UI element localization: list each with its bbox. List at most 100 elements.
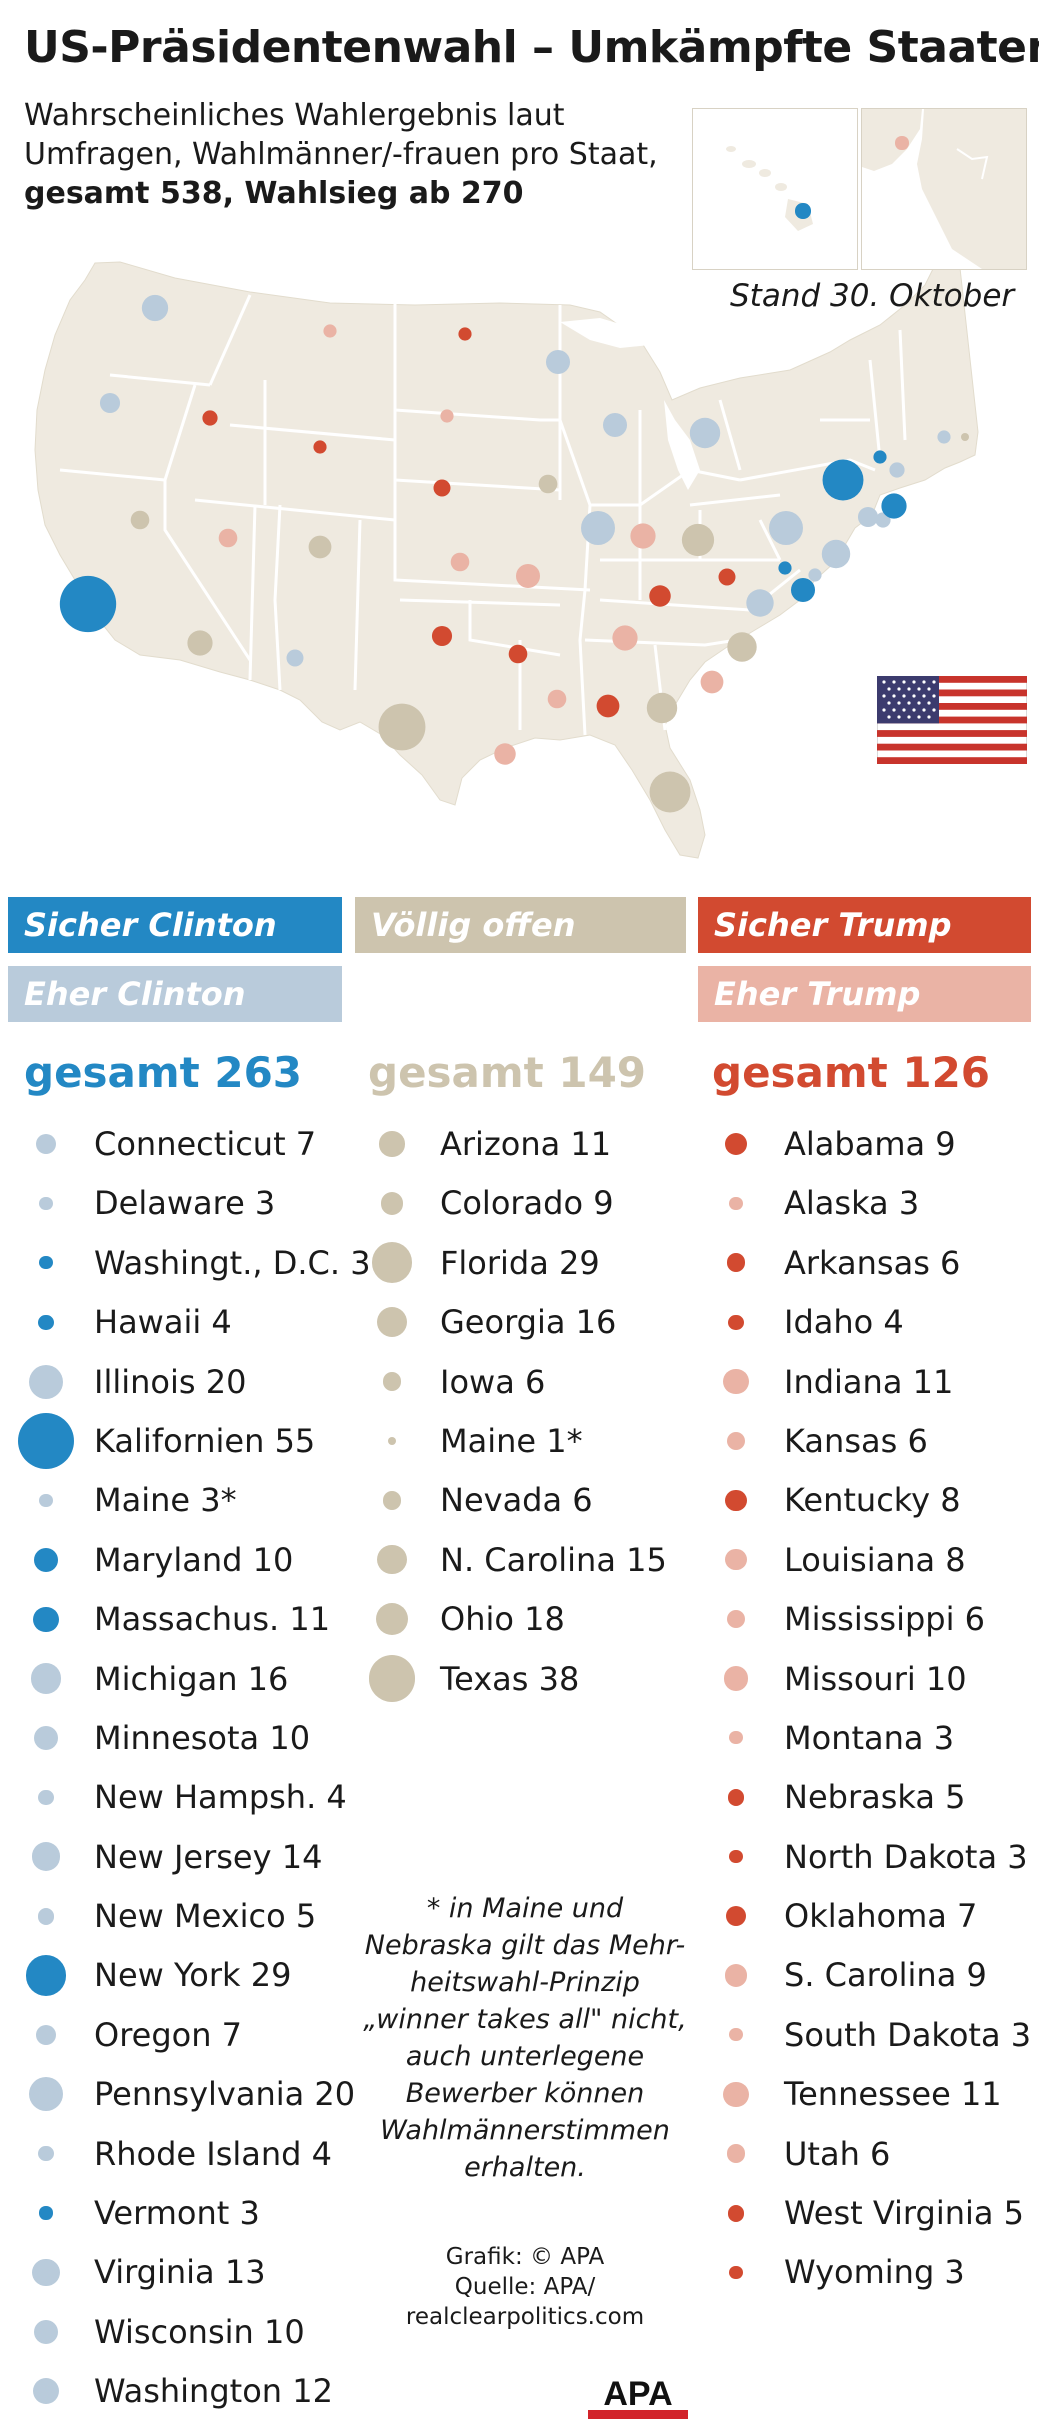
state-label: Colorado 9 xyxy=(440,1184,614,1223)
state-row: Montana 3 xyxy=(712,1710,1039,1769)
map-marker xyxy=(508,644,528,664)
state-label: Montana 3 xyxy=(784,1718,955,1757)
state-dot xyxy=(376,1306,408,1338)
state-row: Washington 12 xyxy=(22,2363,352,2422)
state-row: Michigan 16 xyxy=(22,1651,352,1710)
map-marker xyxy=(313,440,327,454)
state-row: Illinois 20 xyxy=(22,1354,352,1413)
state-dot xyxy=(29,2077,63,2112)
state-dot xyxy=(725,1548,747,1571)
state-dot xyxy=(371,1242,413,1284)
map-marker xyxy=(202,410,218,426)
state-label: New Mexico 5 xyxy=(94,1897,317,1936)
state-row: Tennessee 11 xyxy=(712,2066,1039,2125)
state-label: Maine 3* xyxy=(94,1481,237,1520)
state-label: Alabama 9 xyxy=(784,1125,956,1163)
state-dot xyxy=(39,1256,53,1270)
state-row: Louisiana 8 xyxy=(712,1532,1039,1591)
map-marker xyxy=(440,409,454,423)
map-marker xyxy=(649,771,691,813)
footnote-line: Wahlmännerstimmen xyxy=(380,2115,670,2146)
date-label: Stand 30. Oktober xyxy=(730,278,1015,314)
state-label: Arizona 11 xyxy=(440,1125,612,1163)
state-row: Minnesota 10 xyxy=(22,1710,352,1769)
map-marker xyxy=(895,136,909,150)
subtitle-line: Wahrscheinliches Wahlergebnis laut xyxy=(24,98,565,133)
state-row: Massachus. 11 xyxy=(22,1591,352,1650)
map-marker xyxy=(857,506,879,528)
map-marker xyxy=(130,510,150,530)
map-marker xyxy=(286,649,304,667)
legend-safe-trump: Sicher Trump xyxy=(698,897,1031,953)
state-label: Illinois 20 xyxy=(94,1362,247,1401)
state-dot xyxy=(729,2265,743,2279)
state-row: Ohio 18 xyxy=(368,1591,698,1650)
state-label: S. Carolina 9 xyxy=(784,1956,987,1995)
state-label: Florida 29 xyxy=(440,1243,600,1282)
map-marker xyxy=(961,433,969,441)
state-dot xyxy=(377,1545,407,1575)
credit-source: realclearpolitics.com xyxy=(405,2304,645,2330)
state-row: Wisconsin 10 xyxy=(22,2304,352,2363)
state-dot xyxy=(35,2024,57,2045)
state-row: Missouri 10 xyxy=(712,1651,1039,1710)
state-dot xyxy=(39,1493,53,1507)
state-label: Maryland 10 xyxy=(94,1540,294,1579)
map-marker xyxy=(718,568,736,586)
state-dot xyxy=(32,2378,60,2405)
state-label: New Hampsh. 4 xyxy=(94,1778,347,1817)
state-dot xyxy=(727,1788,745,1806)
state-row: Idaho 4 xyxy=(712,1294,1039,1353)
alaska-inset xyxy=(861,108,1027,270)
hawaii-shape xyxy=(726,146,813,231)
map-marker xyxy=(59,575,117,633)
legend-lean-clinton: Eher Clinton xyxy=(8,966,342,1022)
state-dot xyxy=(368,1655,416,1702)
state-label: Wyoming 3 xyxy=(784,2253,965,2292)
state-label: North Dakota 3 xyxy=(784,1837,1028,1876)
state-label: Oklahoma 7 xyxy=(784,1897,978,1936)
map-marker xyxy=(790,577,816,603)
map-marker xyxy=(612,625,638,651)
state-label: Indiana 11 xyxy=(784,1362,954,1401)
state-label: Nevada 6 xyxy=(440,1481,593,1520)
map-marker xyxy=(581,511,615,545)
state-label: Maine 1* xyxy=(440,1421,583,1460)
map-marker xyxy=(458,327,472,341)
legend-safe-clinton: Sicher Clinton xyxy=(8,897,342,953)
state-dot xyxy=(33,1725,58,1750)
map-marker xyxy=(596,694,620,718)
state-label: Arkansas 6 xyxy=(784,1243,961,1282)
credit-quelle: Quelle: APA/ xyxy=(454,2274,596,2300)
trump-state-list: Alabama 9 Alaska 3 Arkansas 6 Idaho 4 Indian… xyxy=(712,1116,1039,2304)
footnote-line: heitswahl-Prinzip xyxy=(410,1967,640,1998)
state-row: Rhode Island 4 xyxy=(22,2126,352,2185)
state-label: Washingt., D.C. 3 xyxy=(94,1243,371,1282)
map-marker xyxy=(494,743,516,765)
state-label: Idaho 4 xyxy=(784,1303,904,1342)
state-row: Mississippi 6 xyxy=(712,1591,1039,1650)
map-marker xyxy=(881,493,907,519)
state-row: South Dakota 3 xyxy=(712,2007,1039,2066)
state-label: Utah 6 xyxy=(784,2134,891,2173)
state-dot xyxy=(725,1489,747,1512)
state-row: Oregon 7 xyxy=(22,2007,352,2066)
state-dot xyxy=(726,1253,746,1273)
state-label: Mississippi 6 xyxy=(784,1600,986,1639)
state-row: N. Carolina 15 xyxy=(368,1532,698,1591)
map-marker xyxy=(937,430,951,444)
state-row: Colorado 9 xyxy=(368,1175,698,1234)
state-dot xyxy=(379,1131,405,1157)
state-label: Michigan 16 xyxy=(94,1659,289,1698)
state-row: Maryland 10 xyxy=(22,1532,352,1591)
state-label: Nebraska 5 xyxy=(784,1778,966,1817)
state-row: Delaware 3 xyxy=(22,1175,352,1234)
map-marker xyxy=(681,523,715,557)
state-dot xyxy=(729,2028,743,2042)
state-dot xyxy=(724,1964,748,1987)
state-row: Washingt., D.C. 3 xyxy=(22,1235,371,1294)
state-row: New Mexico 5 xyxy=(22,1888,352,1947)
state-label: Virginia 13 xyxy=(94,2253,266,2292)
state-label: Wisconsin 10 xyxy=(94,2312,305,2351)
state-row: Maine 1* xyxy=(368,1413,698,1472)
